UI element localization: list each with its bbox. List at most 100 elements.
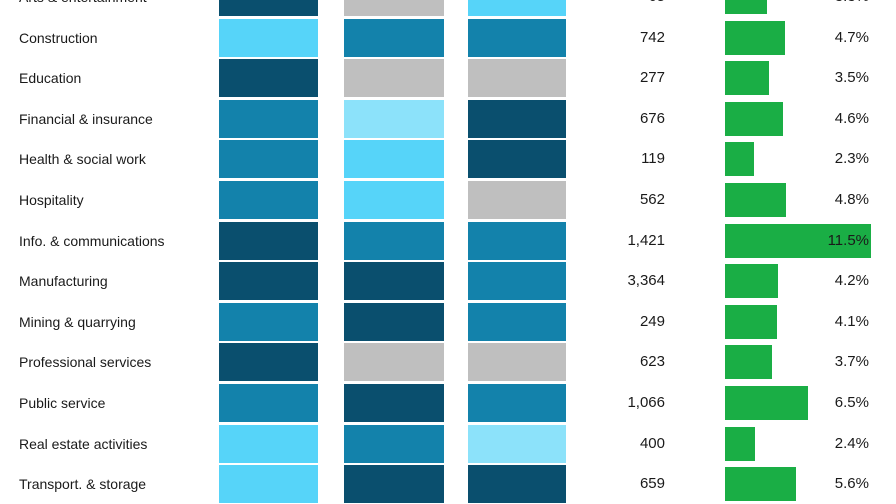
heat-cell bbox=[468, 140, 566, 179]
heat-cell bbox=[344, 262, 444, 301]
heat-cell bbox=[219, 262, 318, 301]
heat-cell bbox=[468, 0, 566, 16]
heat-cell bbox=[468, 99, 566, 138]
pct-bar bbox=[725, 426, 756, 461]
pct-bar bbox=[725, 20, 785, 55]
heat-cell bbox=[468, 384, 566, 422]
pct-label: 2.4% bbox=[834, 434, 869, 452]
pct-bar bbox=[725, 183, 786, 217]
table-row: Financial & insurance 676 4.6% bbox=[0, 99, 896, 138]
row-label: Manufacturing bbox=[19, 273, 108, 290]
pct-label: 4.6% bbox=[834, 109, 869, 127]
heat-cell bbox=[219, 140, 318, 179]
table-row: Hospitality 562 4.8% bbox=[0, 181, 896, 219]
table-row: Real estate activities 400 2.4% bbox=[0, 424, 896, 463]
row-label: Public service bbox=[19, 395, 106, 411]
row-label: Arts & entertainment bbox=[19, 0, 147, 16]
count-value: 562 bbox=[639, 191, 665, 208]
table-row: Transport. & storage 659 5.6% bbox=[0, 465, 896, 504]
pct-bar bbox=[725, 386, 808, 420]
pct-label: 4.1% bbox=[834, 312, 869, 330]
heat-cell bbox=[344, 424, 444, 463]
heat-cell bbox=[344, 59, 444, 98]
pct-label: 5.6% bbox=[834, 475, 869, 493]
heat-cell bbox=[219, 465, 318, 504]
count-value: 623 bbox=[639, 353, 665, 371]
row-label: Health & social work bbox=[19, 151, 146, 168]
heat-cell bbox=[344, 221, 444, 260]
heat-cell bbox=[344, 18, 444, 57]
heat-cell bbox=[219, 343, 318, 382]
row-label: Info. & communications bbox=[19, 232, 165, 249]
heat-cell bbox=[468, 181, 566, 219]
heat-cell bbox=[219, 59, 318, 98]
count-value: 1,066 bbox=[627, 394, 665, 411]
pct-bar bbox=[725, 223, 871, 258]
pct-label: 6.5% bbox=[834, 394, 869, 411]
row-label: Financial & insurance bbox=[19, 110, 153, 127]
pct-bar bbox=[725, 142, 755, 177]
pct-label: 4.8% bbox=[834, 191, 869, 208]
heat-cell bbox=[219, 221, 318, 260]
pct-bar bbox=[725, 0, 767, 14]
pct-bar bbox=[725, 101, 784, 136]
pct-bar bbox=[725, 264, 779, 299]
heat-cell bbox=[344, 343, 444, 382]
heat-cell bbox=[468, 465, 566, 504]
count-value: 65 bbox=[648, 0, 665, 16]
table-row: Professional services 623 3.7% bbox=[0, 343, 896, 382]
heat-cell bbox=[344, 384, 444, 422]
pct-bar bbox=[725, 345, 772, 380]
row-label: Education bbox=[19, 70, 82, 87]
pct-label: 4.2% bbox=[834, 272, 869, 290]
table-row: Public service 1,066 6.5% bbox=[0, 384, 896, 422]
pct-bar bbox=[725, 304, 778, 339]
heat-cell bbox=[219, 99, 318, 138]
heat-cell bbox=[468, 221, 566, 260]
table-row: Arts & entertainment 65 3.3% bbox=[0, 0, 896, 16]
pct-label: 2.3% bbox=[834, 150, 869, 168]
heat-cell bbox=[468, 59, 566, 98]
heat-cell bbox=[344, 181, 444, 219]
pct-label: 11.5% bbox=[827, 231, 869, 249]
count-value: 277 bbox=[639, 69, 665, 87]
heat-cell bbox=[344, 302, 444, 341]
heat-cell bbox=[468, 424, 566, 463]
count-value: 249 bbox=[639, 312, 665, 330]
heat-cell bbox=[219, 424, 318, 463]
heat-cell bbox=[468, 262, 566, 301]
count-value: 676 bbox=[639, 109, 665, 127]
pct-label: 3.7% bbox=[834, 353, 869, 371]
pct-bar bbox=[725, 467, 797, 502]
table-row: Info. & communications 1,421 11.5% bbox=[0, 221, 896, 260]
heat-cell bbox=[344, 465, 444, 504]
heat-cell bbox=[219, 384, 318, 422]
heat-cell bbox=[219, 18, 318, 57]
count-value: 659 bbox=[639, 475, 665, 493]
pct-bar bbox=[725, 61, 770, 96]
heat-cell bbox=[468, 302, 566, 341]
pct-label: 4.7% bbox=[834, 28, 869, 46]
heat-cell bbox=[344, 140, 444, 179]
heat-cell bbox=[344, 99, 444, 138]
table-row: Mining & quarrying 249 4.1% bbox=[0, 302, 896, 341]
count-value: 1,421 bbox=[627, 231, 665, 249]
row-label: Transport. & storage bbox=[19, 476, 147, 493]
count-value: 742 bbox=[639, 28, 665, 46]
heat-cell bbox=[219, 302, 318, 341]
heat-cell bbox=[468, 18, 566, 57]
table-row: Manufacturing 3,364 4.2% bbox=[0, 262, 896, 301]
row-label: Mining & quarrying bbox=[19, 313, 136, 330]
row-label: Construction bbox=[19, 29, 98, 46]
table-row: Health & social work 119 2.3% bbox=[0, 140, 896, 179]
heat-cell bbox=[219, 181, 318, 219]
heat-cell bbox=[468, 343, 566, 382]
heat-cell bbox=[219, 0, 318, 16]
table-row: Construction 742 4.7% bbox=[0, 18, 896, 57]
row-label: Professional services bbox=[19, 354, 152, 371]
pct-label: 3.5% bbox=[834, 69, 869, 87]
table-row: Education 277 3.5% bbox=[0, 59, 896, 98]
count-value: 400 bbox=[639, 434, 665, 452]
heat-cell bbox=[344, 0, 444, 16]
